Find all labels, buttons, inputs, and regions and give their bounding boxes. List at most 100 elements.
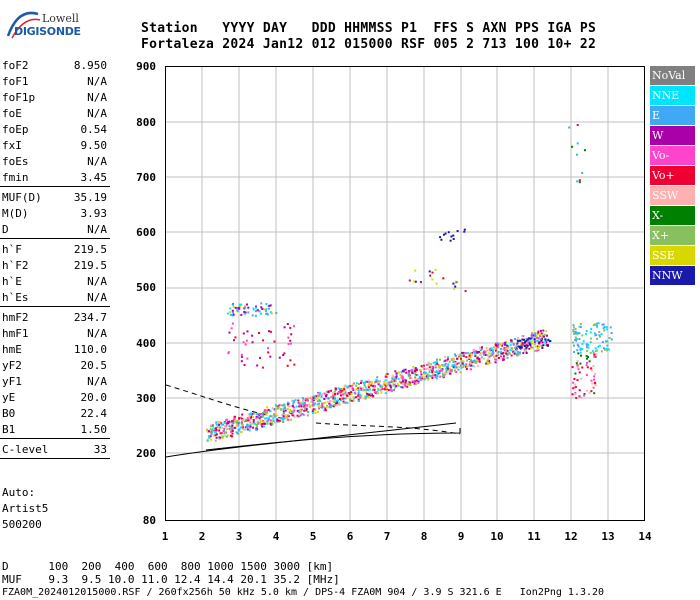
echo-point: [575, 153, 578, 156]
echo-point: [595, 333, 598, 336]
echo-point: [478, 350, 481, 353]
echo-point: [303, 409, 306, 412]
echo-point: [541, 335, 544, 338]
echo-point: [534, 340, 536, 343]
echo-point: [445, 371, 448, 374]
echo-point: [372, 388, 375, 391]
ionogram-canvas: [166, 67, 644, 520]
echo-point: [538, 341, 541, 344]
echo-point: [295, 405, 298, 408]
echo-point: [408, 381, 411, 384]
echo-point: [350, 393, 353, 395]
echo-point: [241, 427, 244, 430]
echo-point: [304, 406, 307, 409]
echo-point: [251, 341, 254, 344]
echo-point: [487, 357, 490, 360]
echo-point: [218, 427, 221, 430]
echo-point: [210, 438, 213, 441]
echo-point: [265, 417, 268, 420]
echo-point: [241, 413, 244, 416]
echo-point: [278, 404, 281, 406]
echo-point: [365, 394, 368, 397]
param-value: 20.0: [80, 391, 108, 404]
param-name: foE: [2, 107, 22, 120]
echo-point: [293, 406, 296, 409]
echo-point: [578, 395, 581, 398]
echo-point: [483, 353, 486, 356]
echo-point: [595, 349, 598, 352]
echo-point: [576, 343, 579, 346]
echo-point: [428, 370, 431, 373]
echo-point: [219, 432, 222, 435]
echo-point: [348, 392, 351, 394]
echo-point: [494, 349, 497, 352]
echo-point: [292, 411, 294, 414]
echo-point: [227, 422, 230, 425]
echo-point: [590, 367, 593, 370]
echo-point: [448, 370, 451, 373]
echo-point: [428, 363, 431, 366]
echo-point: [266, 406, 269, 409]
param-name: M(D): [2, 207, 29, 220]
echo-point: [583, 393, 586, 395]
echo-point: [537, 330, 540, 333]
echo-point: [439, 358, 441, 361]
echo-point: [452, 357, 455, 360]
logo-lowell-text: Lowell: [42, 12, 79, 25]
echo-point: [507, 352, 509, 355]
echo-point: [576, 333, 579, 336]
echo-point: [284, 414, 287, 417]
echo-point: [256, 421, 259, 423]
echo-point: [380, 391, 383, 394]
echo-point: [391, 377, 394, 380]
legend-item-nnw: NNW: [650, 266, 695, 285]
echo-point: [257, 416, 260, 419]
echo-point: [292, 402, 295, 405]
echo-point: [447, 363, 450, 366]
echo-point: [586, 366, 589, 369]
echo-point: [322, 402, 325, 405]
echo-point: [251, 422, 254, 425]
echo-point: [383, 381, 386, 384]
legend-item-w: W: [650, 126, 695, 145]
echo-point: [435, 282, 438, 285]
echo-point: [262, 411, 265, 414]
echo-point: [585, 373, 588, 376]
echo-point: [395, 385, 398, 387]
echo-point: [214, 431, 216, 434]
echo-point: [232, 305, 235, 308]
echo-point: [365, 397, 367, 400]
echo-point: [587, 344, 590, 347]
echo-point: [408, 370, 411, 373]
echo-point: [525, 341, 528, 344]
echo-point: [454, 362, 457, 365]
param-value: N/A: [87, 75, 107, 88]
echo-point: [416, 374, 419, 377]
echo-point: [231, 314, 234, 317]
echo-point: [370, 384, 373, 387]
echo-point: [282, 407, 285, 410]
echo-point: [403, 383, 406, 386]
echo-point: [339, 403, 341, 406]
echo-point: [333, 401, 336, 404]
echo-point: [437, 371, 439, 374]
echo-point: [431, 377, 434, 379]
echo-point: [297, 411, 300, 413]
echo-point: [215, 427, 217, 430]
echo-point: [576, 142, 579, 145]
echo-point: [572, 324, 575, 327]
echo-point: [603, 326, 606, 329]
echo-point: [259, 356, 261, 359]
echo-point: [543, 333, 546, 336]
echo-point: [293, 415, 296, 418]
echo-point: [485, 362, 488, 365]
echo-point: [481, 346, 483, 349]
echo-point: [275, 408, 278, 411]
echo-point: [497, 357, 500, 359]
echo-point: [328, 406, 331, 409]
echo-point: [355, 384, 358, 387]
echo-point: [242, 423, 244, 426]
ionogram-plot[interactable]: [165, 66, 645, 521]
echo-point: [578, 371, 581, 374]
param-name: B1: [2, 423, 16, 436]
